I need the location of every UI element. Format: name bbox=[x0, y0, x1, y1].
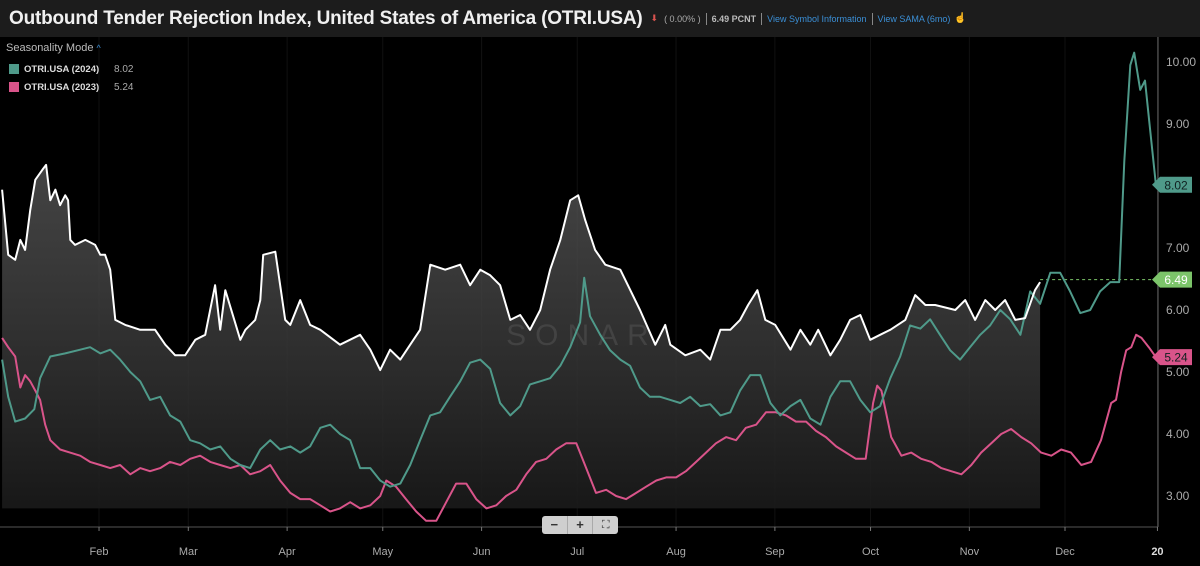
x-axis: Feb Mar Apr May Jun Jul Aug Sep Oct Nov Dec 20 bbox=[90, 527, 1164, 558]
sama-icon[interactable]: ☝ bbox=[954, 13, 967, 24]
area-fill bbox=[2, 164, 1041, 509]
series-lines bbox=[1, 51, 1157, 522]
fit-screen-button[interactable]: ⛶ bbox=[592, 516, 618, 534]
zoom-in-button[interactable]: + bbox=[566, 516, 593, 534]
x-tick-label: Jul bbox=[570, 546, 584, 558]
y-tick-label: 6.00 bbox=[1166, 303, 1190, 317]
price-tag bbox=[1152, 176, 1192, 193]
price-tag-label: 8.02 bbox=[1164, 178, 1188, 192]
zoom-controls: − + ⛶ bbox=[542, 516, 618, 534]
seasonality-mode-label: Seasonality Mode bbox=[6, 42, 94, 54]
price-tag bbox=[1152, 349, 1192, 366]
x-tick-label: 20 bbox=[1151, 546, 1163, 558]
x-tick-label: Nov bbox=[960, 546, 980, 558]
x-tick-label: Sep bbox=[765, 546, 785, 558]
divider bbox=[705, 12, 707, 25]
y-tick-label: 7.00 bbox=[1166, 241, 1190, 255]
x-tick-label: Jun bbox=[473, 546, 491, 558]
divider bbox=[761, 12, 763, 25]
last-value: 6.49 PCNT bbox=[711, 13, 757, 24]
x-tick-label: Feb bbox=[90, 546, 109, 558]
y-tick-label: 4.00 bbox=[1166, 427, 1190, 441]
x-tick-label: Oct bbox=[862, 546, 879, 558]
x-tick-label: Mar bbox=[179, 546, 198, 558]
series-line bbox=[1, 163, 1041, 372]
chart-canvas[interactable]: SONAR Feb Mar Apr May Jun Jul Aug Sep Oct Nov Dec 2… bbox=[0, 37, 1200, 566]
view-sama-link[interactable]: View SAMA (6mo) bbox=[877, 13, 951, 24]
watermark: SONAR bbox=[506, 319, 658, 352]
down-arrow-icon: ⬇ bbox=[650, 13, 659, 23]
x-tick-label: Apr bbox=[279, 546, 296, 558]
series-line bbox=[1, 333, 1157, 522]
change-percent: ( 0.00% ) bbox=[664, 13, 701, 24]
legend-series-value: 5.24 bbox=[114, 81, 134, 93]
legend-item[interactable]: OTRI.USA (2024) 8.02 bbox=[6, 60, 133, 78]
price-tag bbox=[1152, 271, 1192, 288]
divider bbox=[871, 12, 873, 25]
legend-series-name: OTRI.USA (2024) bbox=[24, 63, 100, 75]
view-symbol-info-link[interactable]: View Symbol Information bbox=[767, 13, 867, 24]
series-line bbox=[1, 51, 1157, 488]
x-tick-label: May bbox=[372, 546, 393, 558]
y-tick-label: 5.00 bbox=[1166, 365, 1190, 379]
legend-item[interactable]: OTRI.USA (2023) 5.24 bbox=[6, 78, 133, 96]
x-tick-label: Dec bbox=[1055, 546, 1075, 558]
series-area bbox=[2, 164, 1041, 509]
legend-series-name: OTRI.USA (2023) bbox=[24, 81, 100, 93]
x-tick-label: Aug bbox=[666, 546, 686, 558]
price-tag-label: 6.49 bbox=[1164, 273, 1188, 287]
y-tick-label: 9.00 bbox=[1166, 117, 1190, 131]
end-labels: 6.49 8.02 5.24 bbox=[1152, 176, 1192, 366]
zoom-out-button[interactable]: − bbox=[550, 517, 559, 532]
y-tick-label: 3.00 bbox=[1166, 489, 1190, 503]
legend-swatch bbox=[9, 82, 19, 92]
y-tick-label: 10.00 bbox=[1166, 55, 1196, 69]
price-tag-label: 5.24 bbox=[1164, 351, 1188, 365]
legend-series-value: 8.02 bbox=[114, 63, 134, 75]
chart-title: Outbound Tender Rejection Index, United … bbox=[9, 7, 643, 29]
chart-header: Outbound Tender Rejection Index, United … bbox=[0, 0, 1200, 37]
legend: Seasonality Mode ^ OTRI.USA (2024) 8.02 O… bbox=[6, 42, 133, 96]
legend-swatch bbox=[9, 64, 19, 74]
caret-up-icon[interactable]: ^ bbox=[96, 43, 101, 53]
seasonality-mode-toggle[interactable]: Seasonality Mode ^ bbox=[6, 42, 133, 54]
